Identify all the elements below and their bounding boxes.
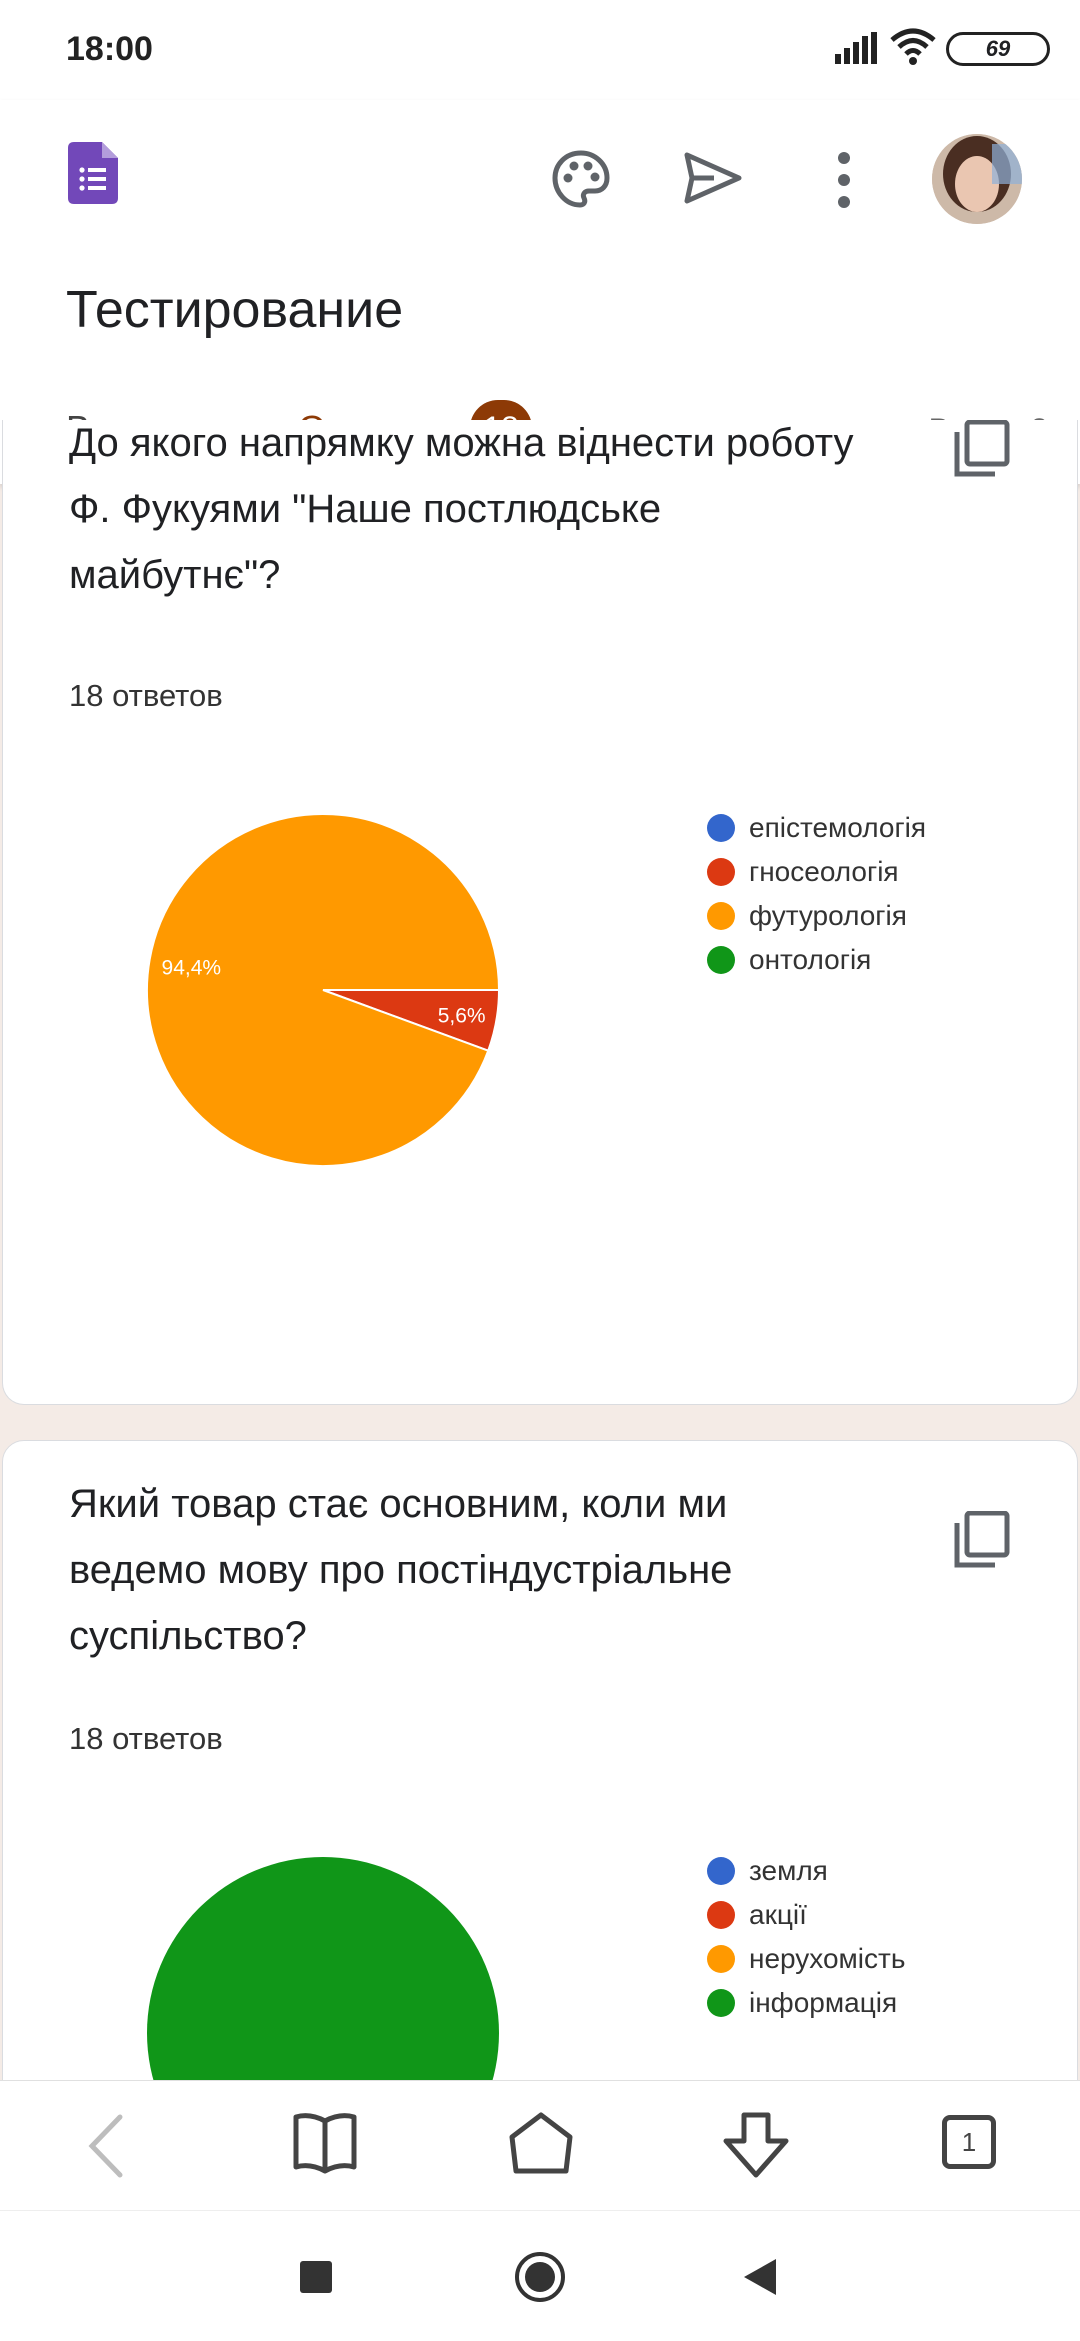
legend-label: онтологія <box>749 944 872 975</box>
legend-item: земля <box>707 1849 905 1893</box>
pie-slice-футурологія[interactable] <box>146 813 501 1167</box>
download-arrow-icon[interactable] <box>722 2111 790 2179</box>
system-navigation-bar <box>0 2210 1080 2341</box>
google-forms-icon[interactable] <box>68 142 118 204</box>
question-text: До якого напрямку можна віднести роботу … <box>69 421 854 597</box>
pie-chart: 5,6% 94,4% <box>146 813 501 1167</box>
legend-item: акції <box>707 1893 905 1937</box>
recents-square-icon[interactable] <box>300 2261 332 2293</box>
wifi-icon <box>890 28 936 65</box>
legend-label: гносеологія <box>749 856 899 887</box>
status-time: 18:00 <box>66 30 153 68</box>
slice-label: 94,4% <box>162 957 222 980</box>
legend-item: інформація <box>707 1981 905 2025</box>
back-chevron-icon[interactable] <box>86 2111 126 2181</box>
status-bar: 18:00 69 <box>0 0 1080 100</box>
legend-swatch-green <box>707 1989 735 2017</box>
avatar[interactable] <box>932 134 1022 224</box>
legend-item: епістемологія <box>707 806 926 850</box>
pie-chart <box>147 1857 499 2140</box>
legend-label: футурологія <box>749 900 907 931</box>
copy-chart-icon[interactable] <box>953 420 1011 478</box>
palette-icon[interactable] <box>552 150 610 208</box>
legend-label: земля <box>749 1855 828 1886</box>
question-card: Який товар стає основним, коли ми ведемо… <box>2 1440 1078 2140</box>
response-count: 18 ответов <box>69 678 223 713</box>
avatar-image <box>932 134 1022 224</box>
legend-item: онтологія <box>707 938 926 982</box>
legend-swatch-blue <box>707 814 735 842</box>
question-text: Який товар стає основним, коли ми ведемо… <box>69 1482 733 1658</box>
bookmarks-book-icon[interactable] <box>292 2111 358 2175</box>
copy-chart-icon[interactable] <box>953 1511 1011 1569</box>
legend-swatch-blue <box>707 1857 735 1885</box>
back-triangle-icon[interactable] <box>742 2257 778 2297</box>
legend-item: нерухомість <box>707 1937 905 1981</box>
signal-icon <box>835 32 877 64</box>
form-title: Тестирование <box>66 281 404 339</box>
browser-toolbar: 1 <box>0 2080 1080 2211</box>
legend-swatch-orange <box>707 1945 735 1973</box>
send-icon[interactable] <box>684 152 742 204</box>
chart-legend: епістемологія гносеологія футурологія он… <box>707 806 926 982</box>
legend-swatch-red <box>707 1901 735 1929</box>
legend-label: нерухомість <box>749 1943 906 1974</box>
legend-swatch-red <box>707 858 735 886</box>
legend-item: гносеологія <box>707 850 926 894</box>
pie-slice-інформація[interactable] <box>147 1857 499 2140</box>
legend-item: футурологія <box>707 894 926 938</box>
legend-label: акції <box>749 1899 807 1930</box>
home-icon[interactable] <box>508 2111 574 2177</box>
battery-indicator: 69 <box>946 32 1050 66</box>
chart-legend: земля акції нерухомість інформація <box>707 1849 905 2025</box>
more-options-icon[interactable] <box>836 150 852 210</box>
response-count: 18 ответов <box>69 1721 223 1756</box>
tabs-count-button[interactable]: 1 <box>942 2115 996 2169</box>
legend-swatch-orange <box>707 902 735 930</box>
slice-label: 5,6% <box>438 1005 486 1028</box>
question-card: До якого напрямку можна віднести роботу … <box>2 420 1078 1405</box>
legend-label: інформація <box>749 1987 898 2018</box>
legend-label: епістемологія <box>749 812 927 843</box>
home-circle-icon[interactable] <box>514 2251 566 2303</box>
legend-swatch-green <box>707 946 735 974</box>
